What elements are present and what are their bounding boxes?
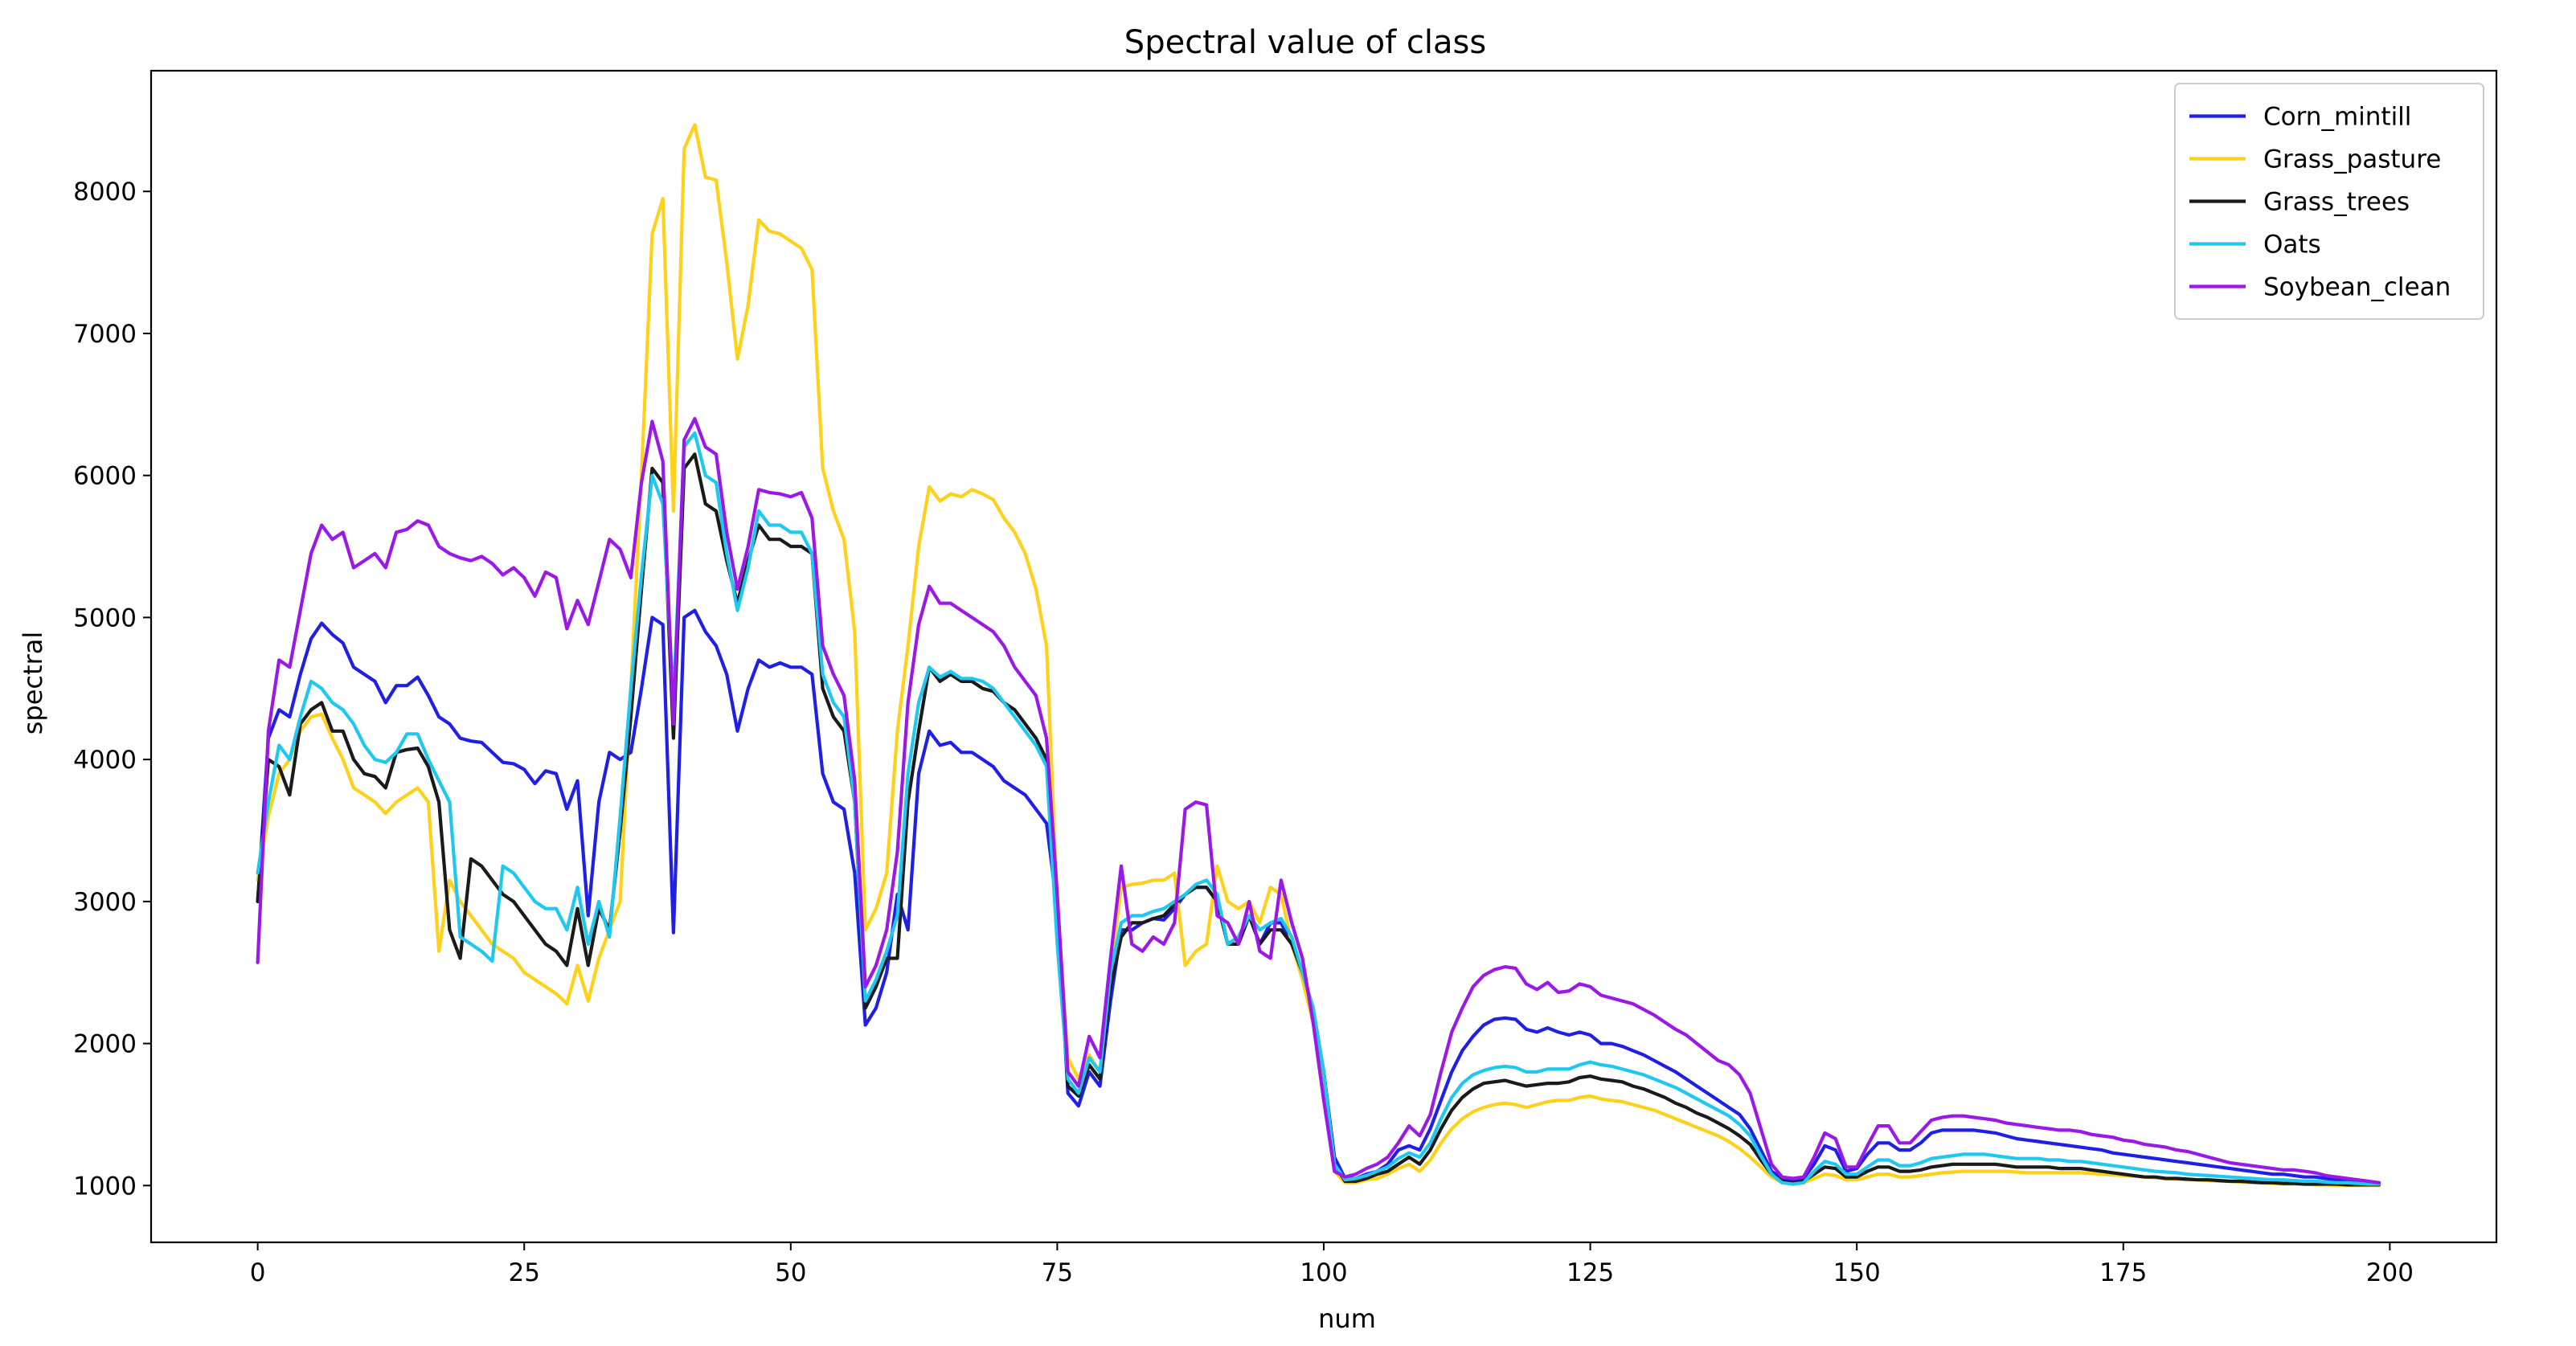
x-tick-label: 125 [1566, 1258, 1614, 1287]
legend-entry-label: Oats [2263, 231, 2321, 260]
y-tick-label: 8000 [73, 178, 137, 207]
x-tick-label: 75 [1042, 1258, 1073, 1287]
x-tick-label: 50 [775, 1258, 806, 1287]
x-tick-label: 150 [1833, 1258, 1881, 1287]
y-tick-label: 4000 [73, 746, 137, 775]
x-axis-label: num [1318, 1303, 1376, 1334]
y-axis: 1000 2000 3000 4000 5000 6000 7000 8000 [73, 178, 151, 1201]
y-tick-label: 7000 [73, 320, 137, 349]
y-axis-label: spectral [18, 632, 48, 734]
legend-entry-label: Grass_trees [2263, 188, 2410, 217]
series-line-soybean-clean [256, 416, 2381, 1184]
y-tick-label: 6000 [73, 462, 137, 491]
x-tick-label: 100 [1300, 1258, 1347, 1287]
x-tick-label: 25 [509, 1258, 540, 1287]
y-tick-label: 5000 [73, 603, 137, 632]
series-line-oats [256, 431, 2381, 1186]
legend-entry-label: Soybean_clean [2263, 273, 2451, 302]
legend-frame [2174, 83, 2484, 320]
legend-entry-label: Corn_mintill [2263, 103, 2411, 132]
chart-title: Spectral value of class [1124, 24, 1486, 61]
x-axis: 0 25 50 75 100 125 150 175 200 [250, 1242, 2414, 1287]
y-tick-label: 3000 [73, 888, 137, 917]
x-tick-label: 200 [2366, 1258, 2414, 1287]
series-line-grass-trees [256, 452, 2381, 1187]
x-tick-label: 175 [2099, 1258, 2147, 1287]
legend-entry-label: Grass_pasture [2263, 145, 2441, 174]
legend: Corn_mintill Grass_pasture Grass_trees Oats… [2174, 83, 2484, 320]
series-line-grass-pasture [256, 123, 2381, 1188]
y-tick-label: 1000 [73, 1172, 137, 1201]
y-tick-label: 2000 [73, 1030, 137, 1059]
series-lines [256, 123, 2381, 1188]
x-tick-label: 0 [250, 1258, 266, 1287]
